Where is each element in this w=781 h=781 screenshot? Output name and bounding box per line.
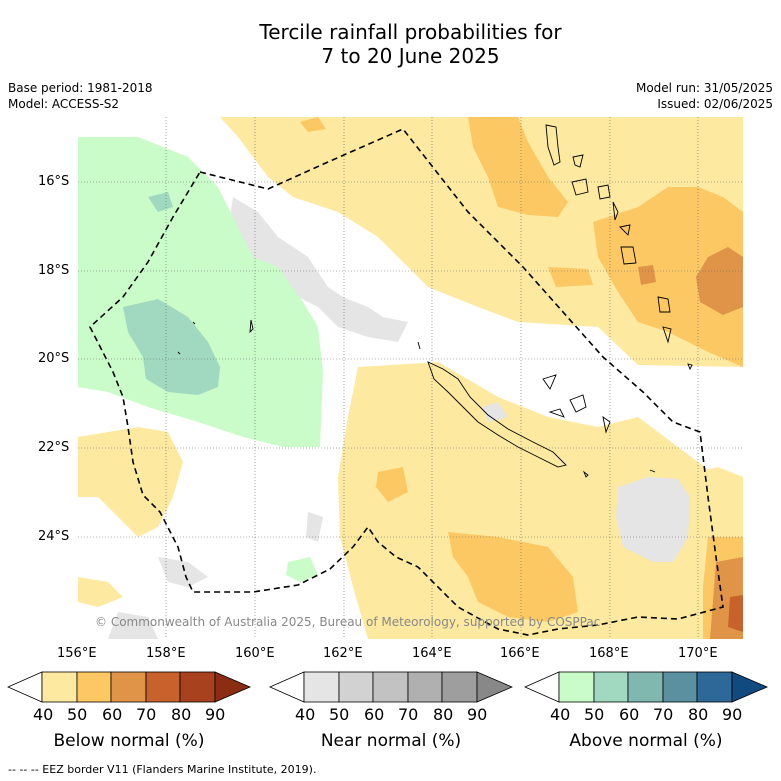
cb-below-label-70: 70	[136, 705, 157, 724]
copyright-watermark: © Commonwealth of Australia 2025, Bureau…	[95, 615, 600, 629]
issued-date: Issued: 02/06/2025	[657, 97, 773, 111]
title-line-2: 7 to 20 June 2025	[321, 44, 500, 68]
lat-tick-24: 24°S	[38, 529, 70, 544]
lon-tick-160: 160°E	[235, 646, 275, 661]
title-line-1: Tercile rainfall probabilities for	[259, 20, 562, 44]
below-normal-50-layer	[78, 117, 743, 639]
base-period: Base period: 1981-2018	[8, 81, 153, 95]
cb-below-label-80: 80	[171, 705, 192, 724]
cb-above-label-50: 50	[584, 705, 605, 724]
below-normal-60-layer	[300, 117, 743, 639]
model-run: Model run: 31/05/2025	[635, 81, 773, 95]
eez-border	[89, 128, 724, 636]
cb-above-label-70: 70	[653, 705, 674, 724]
meta-right: Model run: 31/05/2025 Issued: 02/06/2025	[636, 80, 773, 112]
new-caledonia-coastline	[427, 361, 567, 468]
model-name: Model: ACCESS-S2	[8, 97, 120, 111]
near-normal-40-layer	[108, 197, 690, 639]
lat-tick-18: 18°S	[38, 263, 70, 278]
lon-tick-164: 164°E	[412, 646, 452, 661]
colorbar-below-normal	[7, 671, 252, 703]
cb-above-label-80: 80	[688, 705, 709, 724]
islands	[177, 124, 693, 478]
cb-below-label-90: 90	[205, 705, 226, 724]
probability-map: © Commonwealth of Australia 2025, Bureau…	[78, 117, 743, 639]
colorbar-above-normal	[524, 671, 769, 703]
cb-below-label-60: 60	[102, 705, 123, 724]
cb-above-label-40: 40	[550, 705, 571, 724]
eez-footnote: -- -- -- EEZ border V11 (Flanders Marine…	[8, 763, 317, 776]
lon-tick-168: 168°E	[589, 646, 629, 661]
cb-near-label-90: 90	[467, 705, 488, 724]
lon-tick-166: 166°E	[500, 646, 540, 661]
cb-near-label-40: 40	[295, 705, 316, 724]
lat-tick-16: 16°S	[38, 174, 70, 189]
map-title: Tercile rainfall probabilities for 7 to …	[0, 20, 781, 68]
above-normal-50-layer	[78, 137, 323, 582]
meta-left: Base period: 1981-2018 Model: ACCESS-S2	[8, 80, 153, 112]
colorbar-near-normal	[269, 671, 514, 703]
cb-near-label-50: 50	[329, 705, 350, 724]
lon-tick-162: 162°E	[323, 646, 363, 661]
cb-above-label-60: 60	[619, 705, 640, 724]
loyalty-islands-coastline	[542, 374, 611, 434]
lon-tick-158: 158°E	[146, 646, 186, 661]
lat-tick-20: 20°S	[38, 351, 70, 366]
lon-tick-156: 156°E	[57, 646, 97, 661]
cb-near-label-70: 70	[398, 705, 419, 724]
cb-near-title: Near normal (%)	[320, 731, 462, 751]
lat-tick-22: 22°S	[38, 440, 70, 455]
cb-near-label-60: 60	[364, 705, 385, 724]
above-normal-60-layer	[123, 192, 220, 395]
lon-tick-170: 170°E	[678, 646, 718, 661]
cb-near-label-80: 80	[433, 705, 454, 724]
cb-below-title: Below normal (%)	[53, 731, 205, 751]
below-normal-80-layer	[728, 595, 743, 632]
small-island	[177, 319, 656, 478]
cb-above-label-90: 90	[722, 705, 743, 724]
cb-above-title: Above normal (%)	[569, 731, 723, 751]
cb-below-label-40: 40	[33, 705, 54, 724]
cb-below-label-50: 50	[67, 705, 88, 724]
vanuatu-coastline	[545, 124, 693, 371]
gridlines	[78, 117, 743, 639]
